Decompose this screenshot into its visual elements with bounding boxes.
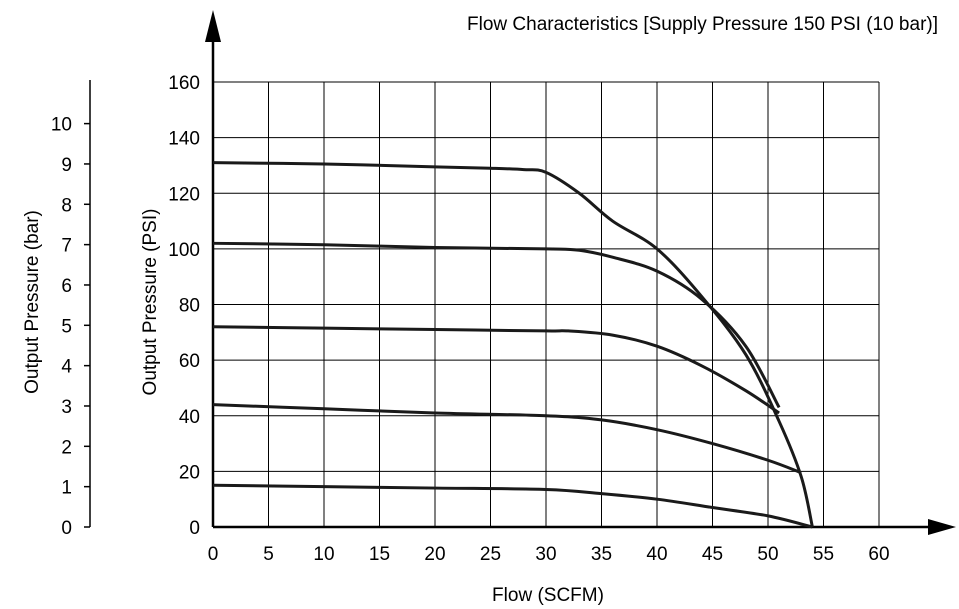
y-tick-label: 100 xyxy=(168,240,200,261)
y-tick-label: 0 xyxy=(189,518,200,539)
y-tick-label: 20 xyxy=(179,462,200,483)
series-line-2 xyxy=(212,241,781,409)
bar-tick-label: 7 xyxy=(61,236,72,257)
bar-tick-label: 1 xyxy=(61,478,72,499)
y-tick-label: 160 xyxy=(168,73,200,94)
y-tick-label: 80 xyxy=(179,296,200,317)
series-line-5 xyxy=(212,483,813,529)
axes xyxy=(205,10,956,535)
bar-tick-label: 3 xyxy=(61,397,72,418)
bar-tick-label: 0 xyxy=(61,518,72,539)
x-tick-label: 20 xyxy=(424,544,445,565)
x-tick-label: 0 xyxy=(208,544,219,565)
y-tick-label: 60 xyxy=(179,351,200,372)
y-tick-label: 40 xyxy=(179,407,200,428)
y-axis-arrow xyxy=(205,10,221,42)
y-tick-label: 140 xyxy=(168,129,200,150)
bar-tick-label: 4 xyxy=(61,357,72,378)
bar-tick-label: 5 xyxy=(61,316,72,337)
chart-title: Flow Characteristics [Supply Pressure 15… xyxy=(467,14,938,35)
x-tick-label: 45 xyxy=(702,544,723,565)
y-axis-label: Output Pressure (PSI) xyxy=(140,209,161,396)
bar-tick-label: 9 xyxy=(61,155,72,176)
bar-tick-label: 2 xyxy=(61,437,72,458)
y-tick-label: 120 xyxy=(168,184,200,205)
x-tick-label: 55 xyxy=(813,544,834,565)
x-axis-label: Flow (SCFM) xyxy=(492,585,604,606)
bar-tick-label: 10 xyxy=(51,115,72,136)
x-tick-label: 50 xyxy=(757,544,778,565)
x-tick-label: 25 xyxy=(480,544,501,565)
x-tick-label: 35 xyxy=(591,544,612,565)
x-tick-label: 60 xyxy=(868,544,889,565)
series-line-1 xyxy=(212,161,814,528)
x-tick-label: 15 xyxy=(369,544,390,565)
x-tick-label: 40 xyxy=(646,544,667,565)
x-tick-label: 30 xyxy=(535,544,556,565)
y-tick-labels: 0 20 40 60 80 100 120 140 160 xyxy=(168,73,200,539)
grid xyxy=(212,81,880,528)
bar-tick-label: 8 xyxy=(61,195,72,216)
x-tick-label: 5 xyxy=(263,544,274,565)
x-tick-labels: 0 5 10 15 20 25 30 35 40 45 50 55 60 xyxy=(208,544,890,565)
series-line-3 xyxy=(212,325,780,415)
x-tick-label: 10 xyxy=(313,544,334,565)
y2-axis-label: Output Pressure (bar) xyxy=(22,210,43,394)
x-axis-arrow xyxy=(928,519,956,535)
series-line-4 xyxy=(212,403,802,475)
bar-axis: 0 1 2 3 4 5 6 7 8 9 10 xyxy=(51,80,91,539)
series-layer xyxy=(212,161,814,529)
bar-tick-label: 6 xyxy=(61,276,72,297)
